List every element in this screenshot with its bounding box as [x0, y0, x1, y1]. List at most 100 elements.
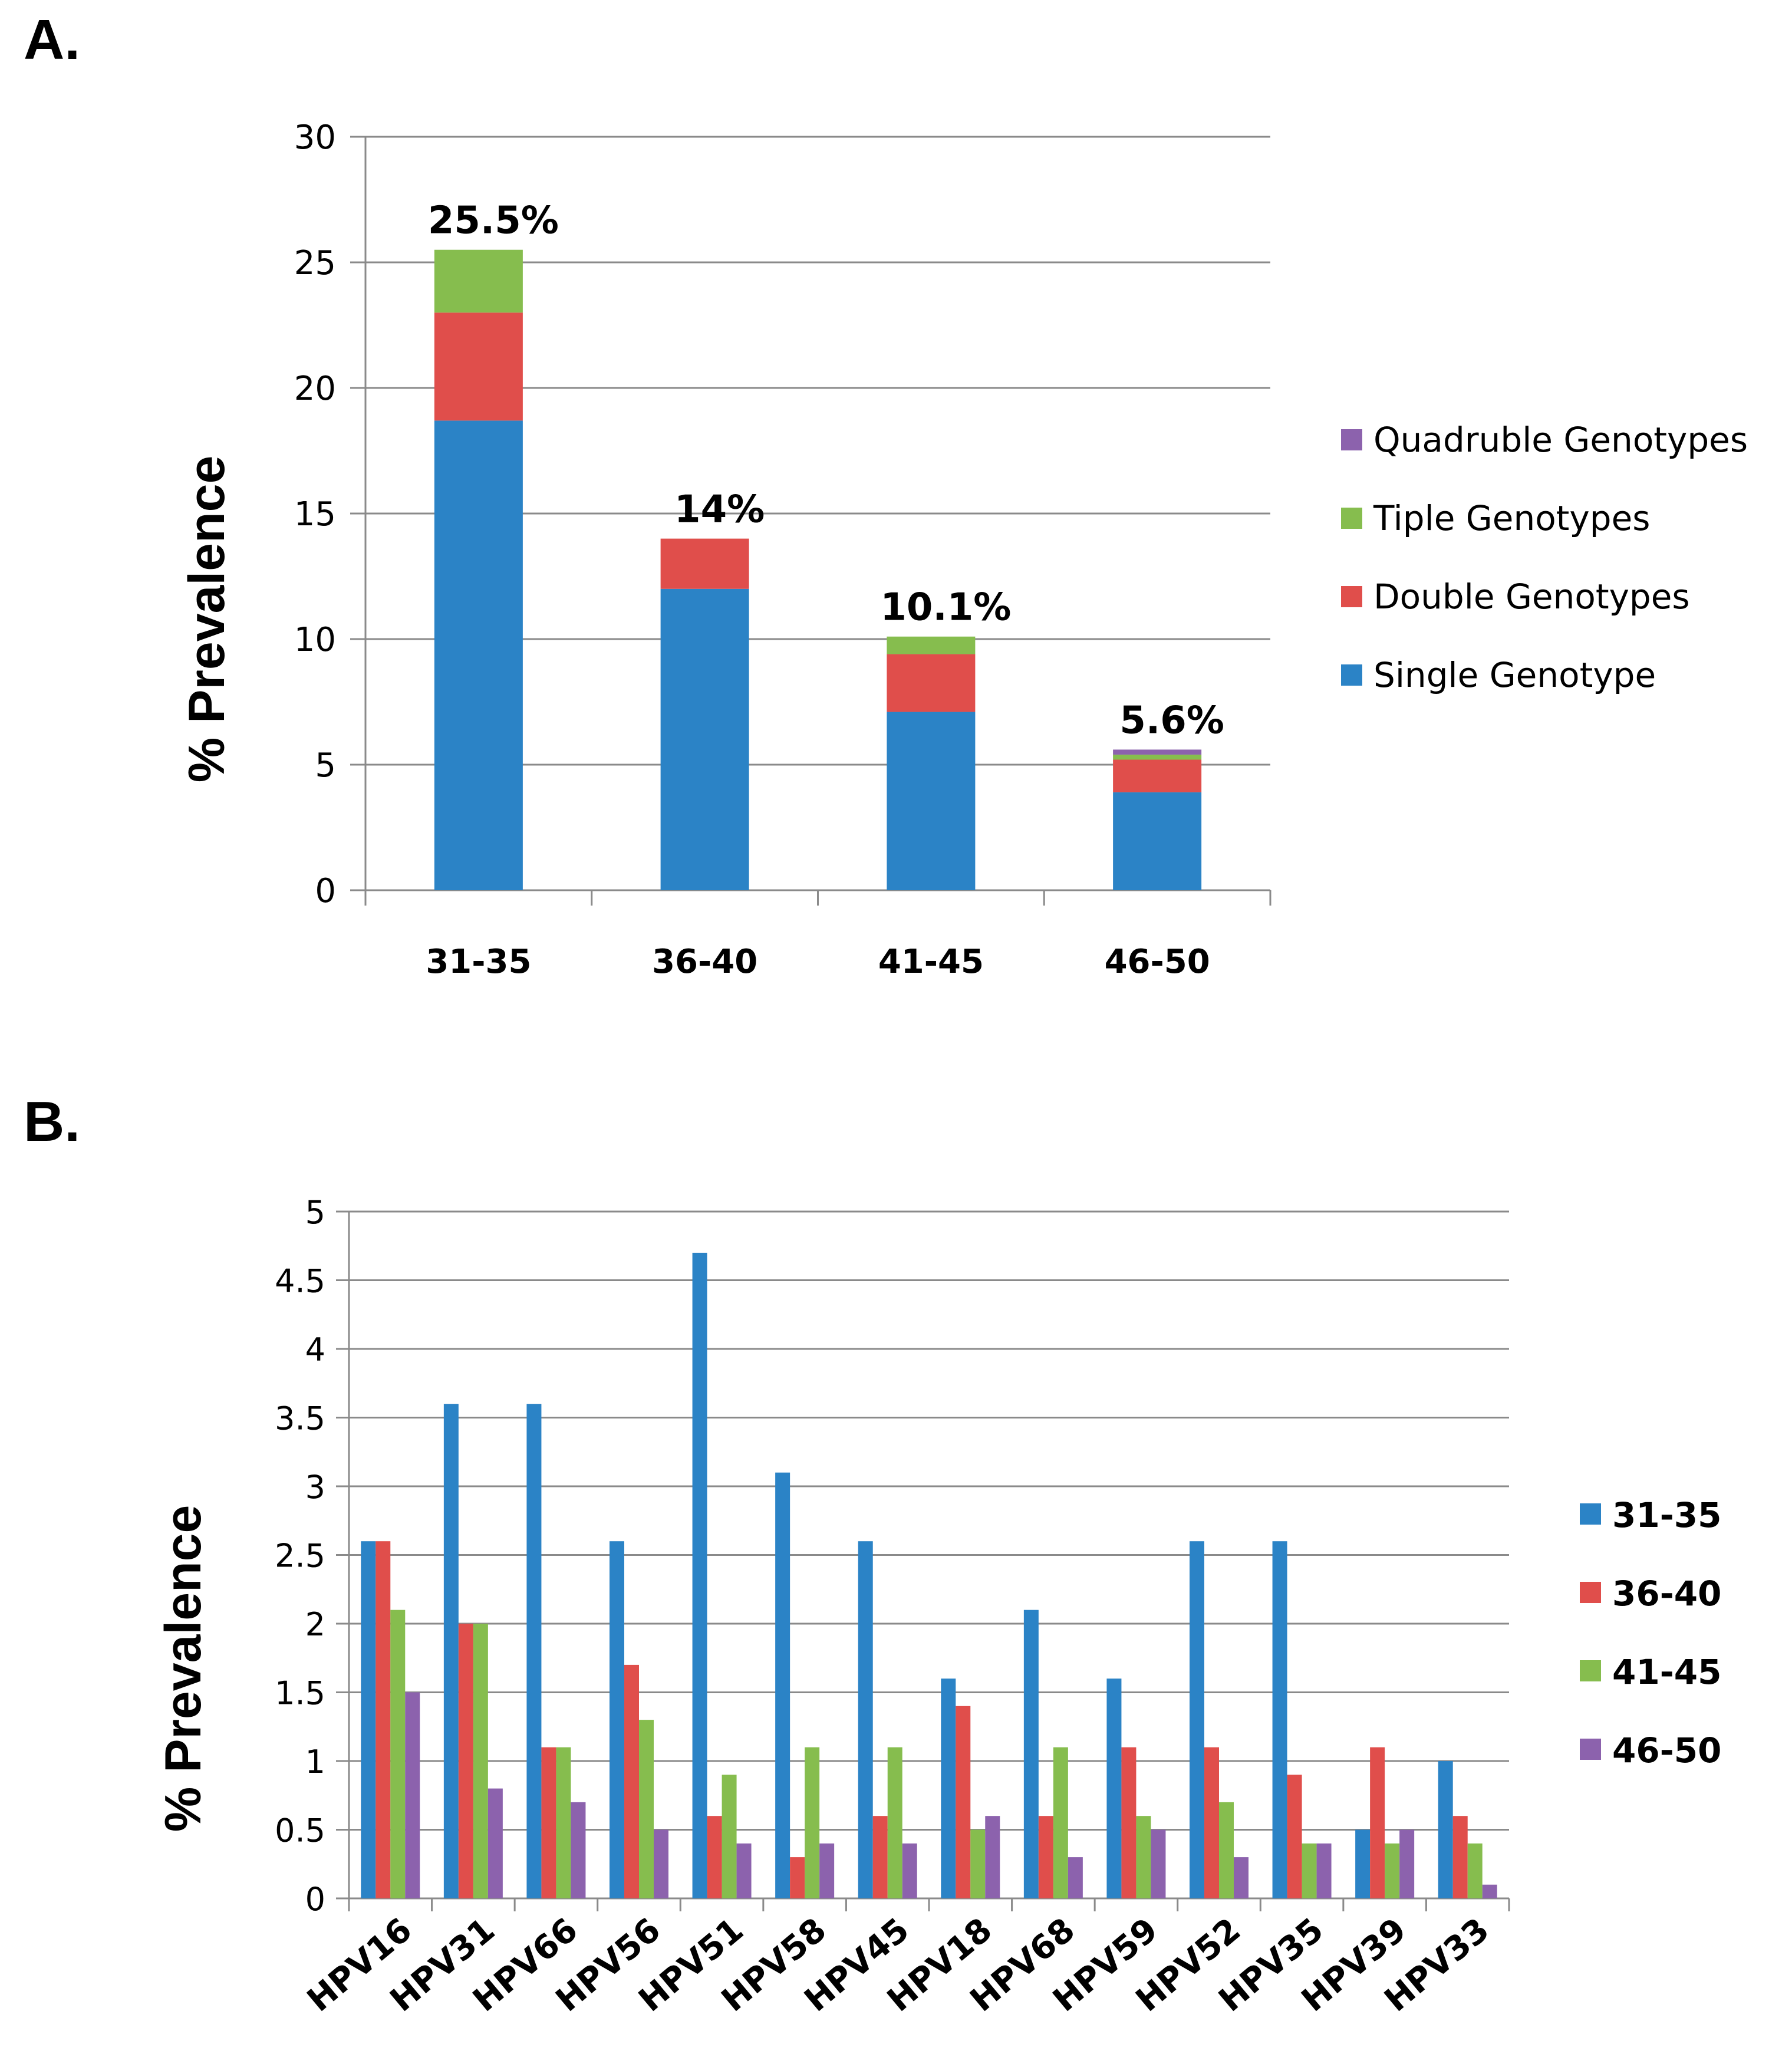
- bar-41-45-hpv51: [722, 1775, 737, 1898]
- total-label-36-40: 14%: [674, 488, 765, 532]
- bar-double-genotypes-41-45: [887, 654, 976, 712]
- bar-31-35-hpv18: [941, 1678, 956, 1898]
- total-label-31-35: 25.5%: [428, 199, 559, 243]
- bar-41-45-hpv56: [639, 1720, 654, 1898]
- y-tick-label: 15: [294, 495, 336, 534]
- bar-41-45-hpv18: [970, 1829, 986, 1898]
- bar-36-40-hpv52: [1204, 1747, 1219, 1898]
- bar-46-50-hpv68: [1068, 1857, 1083, 1898]
- bar-41-45-hpv35: [1302, 1843, 1317, 1898]
- legend-label-tiple-genotypes: Tiple Genotypes: [1373, 498, 1650, 538]
- bar-36-40-hpv39: [1370, 1747, 1385, 1898]
- legend-swatch-31-35: [1580, 1503, 1601, 1525]
- bar-46-50-hpv58: [819, 1843, 835, 1898]
- panel-a-legend: Quadruble Genotypes Tiple Genotypes Double…: [1341, 420, 1748, 695]
- legend-swatch-tiple-genotypes: [1341, 508, 1362, 529]
- bar-46-50-hpv52: [1234, 1857, 1249, 1898]
- legend-swatch-46-50: [1580, 1739, 1601, 1760]
- bar-31-35-hpv58: [775, 1472, 790, 1898]
- bar-31-35-hpv68: [1023, 1610, 1039, 1898]
- legend-swatch-41-45: [1580, 1660, 1601, 1681]
- bar-36-40-hpv33: [1452, 1816, 1468, 1898]
- y-tick-label: 30: [294, 119, 336, 157]
- bar-36-40-hpv56: [624, 1664, 639, 1898]
- bar-single-genotype-46-50: [1113, 792, 1202, 890]
- y-tick-label: 1: [305, 1743, 325, 1780]
- y-tick-label: 5: [305, 1194, 325, 1231]
- bar-tiple-genotypes-41-45: [887, 636, 976, 654]
- category-label-31-35: 31-35: [426, 943, 531, 981]
- bar-quadruble-genotypes-46-50: [1113, 749, 1202, 755]
- legend-swatch-single-genotype: [1341, 664, 1362, 686]
- bar-31-35-hpv16: [361, 1541, 376, 1898]
- category-label-36-40: 36-40: [652, 943, 757, 981]
- y-tick-label: 10: [294, 621, 336, 659]
- legend-label-quadruble-genotypes: Quadruble Genotypes: [1373, 420, 1748, 460]
- bar-single-genotype-31-35: [434, 420, 523, 890]
- panel-a-total-labels: 25.5% 14% 10.1% 5.6%: [428, 199, 1224, 743]
- bar-36-40-hpv45: [872, 1816, 888, 1898]
- category-label-46-50: 46-50: [1105, 943, 1210, 981]
- panel-a-y-ticks: 0 5 10 15 20 25 30: [294, 119, 336, 910]
- bar-31-35-hpv59: [1106, 1678, 1122, 1898]
- y-tick-label: 1.5: [275, 1675, 325, 1712]
- bar-46-50-hpv59: [1151, 1829, 1166, 1898]
- bar-36-40-hpv18: [956, 1706, 971, 1898]
- bar-double-genotypes-36-40: [660, 538, 749, 589]
- bar-41-45-hpv16: [390, 1610, 406, 1898]
- bar-41-45-hpv68: [1053, 1747, 1068, 1898]
- legend-label-46-50: 46-50: [1612, 1730, 1722, 1770]
- y-tick-label: 2.5: [275, 1538, 325, 1575]
- legend-label-double-genotypes: Double Genotypes: [1373, 577, 1690, 617]
- category-label-41-45: 41-45: [878, 943, 984, 981]
- bar-41-45-hpv39: [1385, 1843, 1400, 1898]
- bar-41-45-hpv31: [473, 1624, 488, 1898]
- bar-tiple-genotypes-46-50: [1113, 754, 1202, 760]
- y-tick-label: 5: [315, 746, 336, 785]
- legend-swatch-36-40: [1580, 1582, 1601, 1603]
- panel-b: B. 0 0.5 1 1.5 2 2.5 3 3.5 4 4.5 5 HPV16HPV31HPV66…: [24, 1090, 1722, 2019]
- bar-31-35-hpv52: [1190, 1541, 1204, 1898]
- bar-36-40-hpv58: [790, 1857, 805, 1898]
- bar-46-50-hpv33: [1482, 1884, 1497, 1898]
- panel-b-bars: [361, 1252, 1497, 1898]
- bar-31-35-hpv56: [610, 1541, 624, 1898]
- y-tick-label: 0: [305, 1881, 325, 1918]
- panel-b-letter: B.: [24, 1090, 80, 1153]
- bar-single-genotype-41-45: [887, 712, 976, 890]
- legend-label-31-35: 31-35: [1612, 1495, 1722, 1535]
- bar-41-45-hpv33: [1467, 1843, 1483, 1898]
- y-tick-label: 2: [305, 1606, 325, 1643]
- bar-41-45-hpv59: [1136, 1816, 1151, 1898]
- panel-b-gridlines: [336, 1210, 1510, 1911]
- bar-46-50-hpv31: [487, 1788, 503, 1898]
- y-tick-label: 3.5: [275, 1400, 325, 1437]
- bar-36-40-hpv51: [707, 1816, 722, 1898]
- y-tick-label: 4.5: [275, 1263, 325, 1300]
- bar-46-50-hpv66: [571, 1802, 586, 1898]
- bar-tiple-genotypes-31-35: [434, 249, 523, 313]
- panel-a-bars: [434, 249, 1202, 890]
- y-tick-label: 3: [305, 1469, 325, 1506]
- y-tick-label: 20: [294, 370, 336, 408]
- legend-swatch-quadruble-genotypes: [1341, 429, 1362, 450]
- bar-41-45-hpv52: [1219, 1802, 1234, 1898]
- bar-double-genotypes-31-35: [434, 312, 523, 421]
- bar-46-50-hpv16: [405, 1692, 420, 1898]
- bar-46-50-hpv51: [736, 1843, 752, 1898]
- bar-31-35-hpv51: [692, 1252, 707, 1898]
- total-label-41-45: 10.1%: [880, 586, 1011, 630]
- legend-swatch-double-genotypes: [1341, 586, 1362, 607]
- panel-b-legend: 31-35 36-40 41-45 46-50: [1580, 1495, 1722, 1770]
- panel-a-category-labels: 31-35 36-40 41-45 46-50: [426, 943, 1210, 981]
- panel-b-y-ticks: 0 0.5 1 1.5 2 2.5 3 3.5 4 4.5 5: [275, 1194, 325, 1918]
- bar-36-40-hpv35: [1287, 1775, 1302, 1898]
- bar-46-50-hpv35: [1316, 1843, 1332, 1898]
- y-tick-label: 0: [315, 872, 336, 910]
- bar-36-40-hpv59: [1121, 1747, 1137, 1898]
- bar-36-40-hpv16: [375, 1541, 391, 1898]
- bar-31-35-hpv35: [1272, 1541, 1287, 1898]
- panel-a-y-axis-label: % Prevalence: [179, 456, 235, 783]
- bar-31-35-hpv33: [1438, 1761, 1453, 1898]
